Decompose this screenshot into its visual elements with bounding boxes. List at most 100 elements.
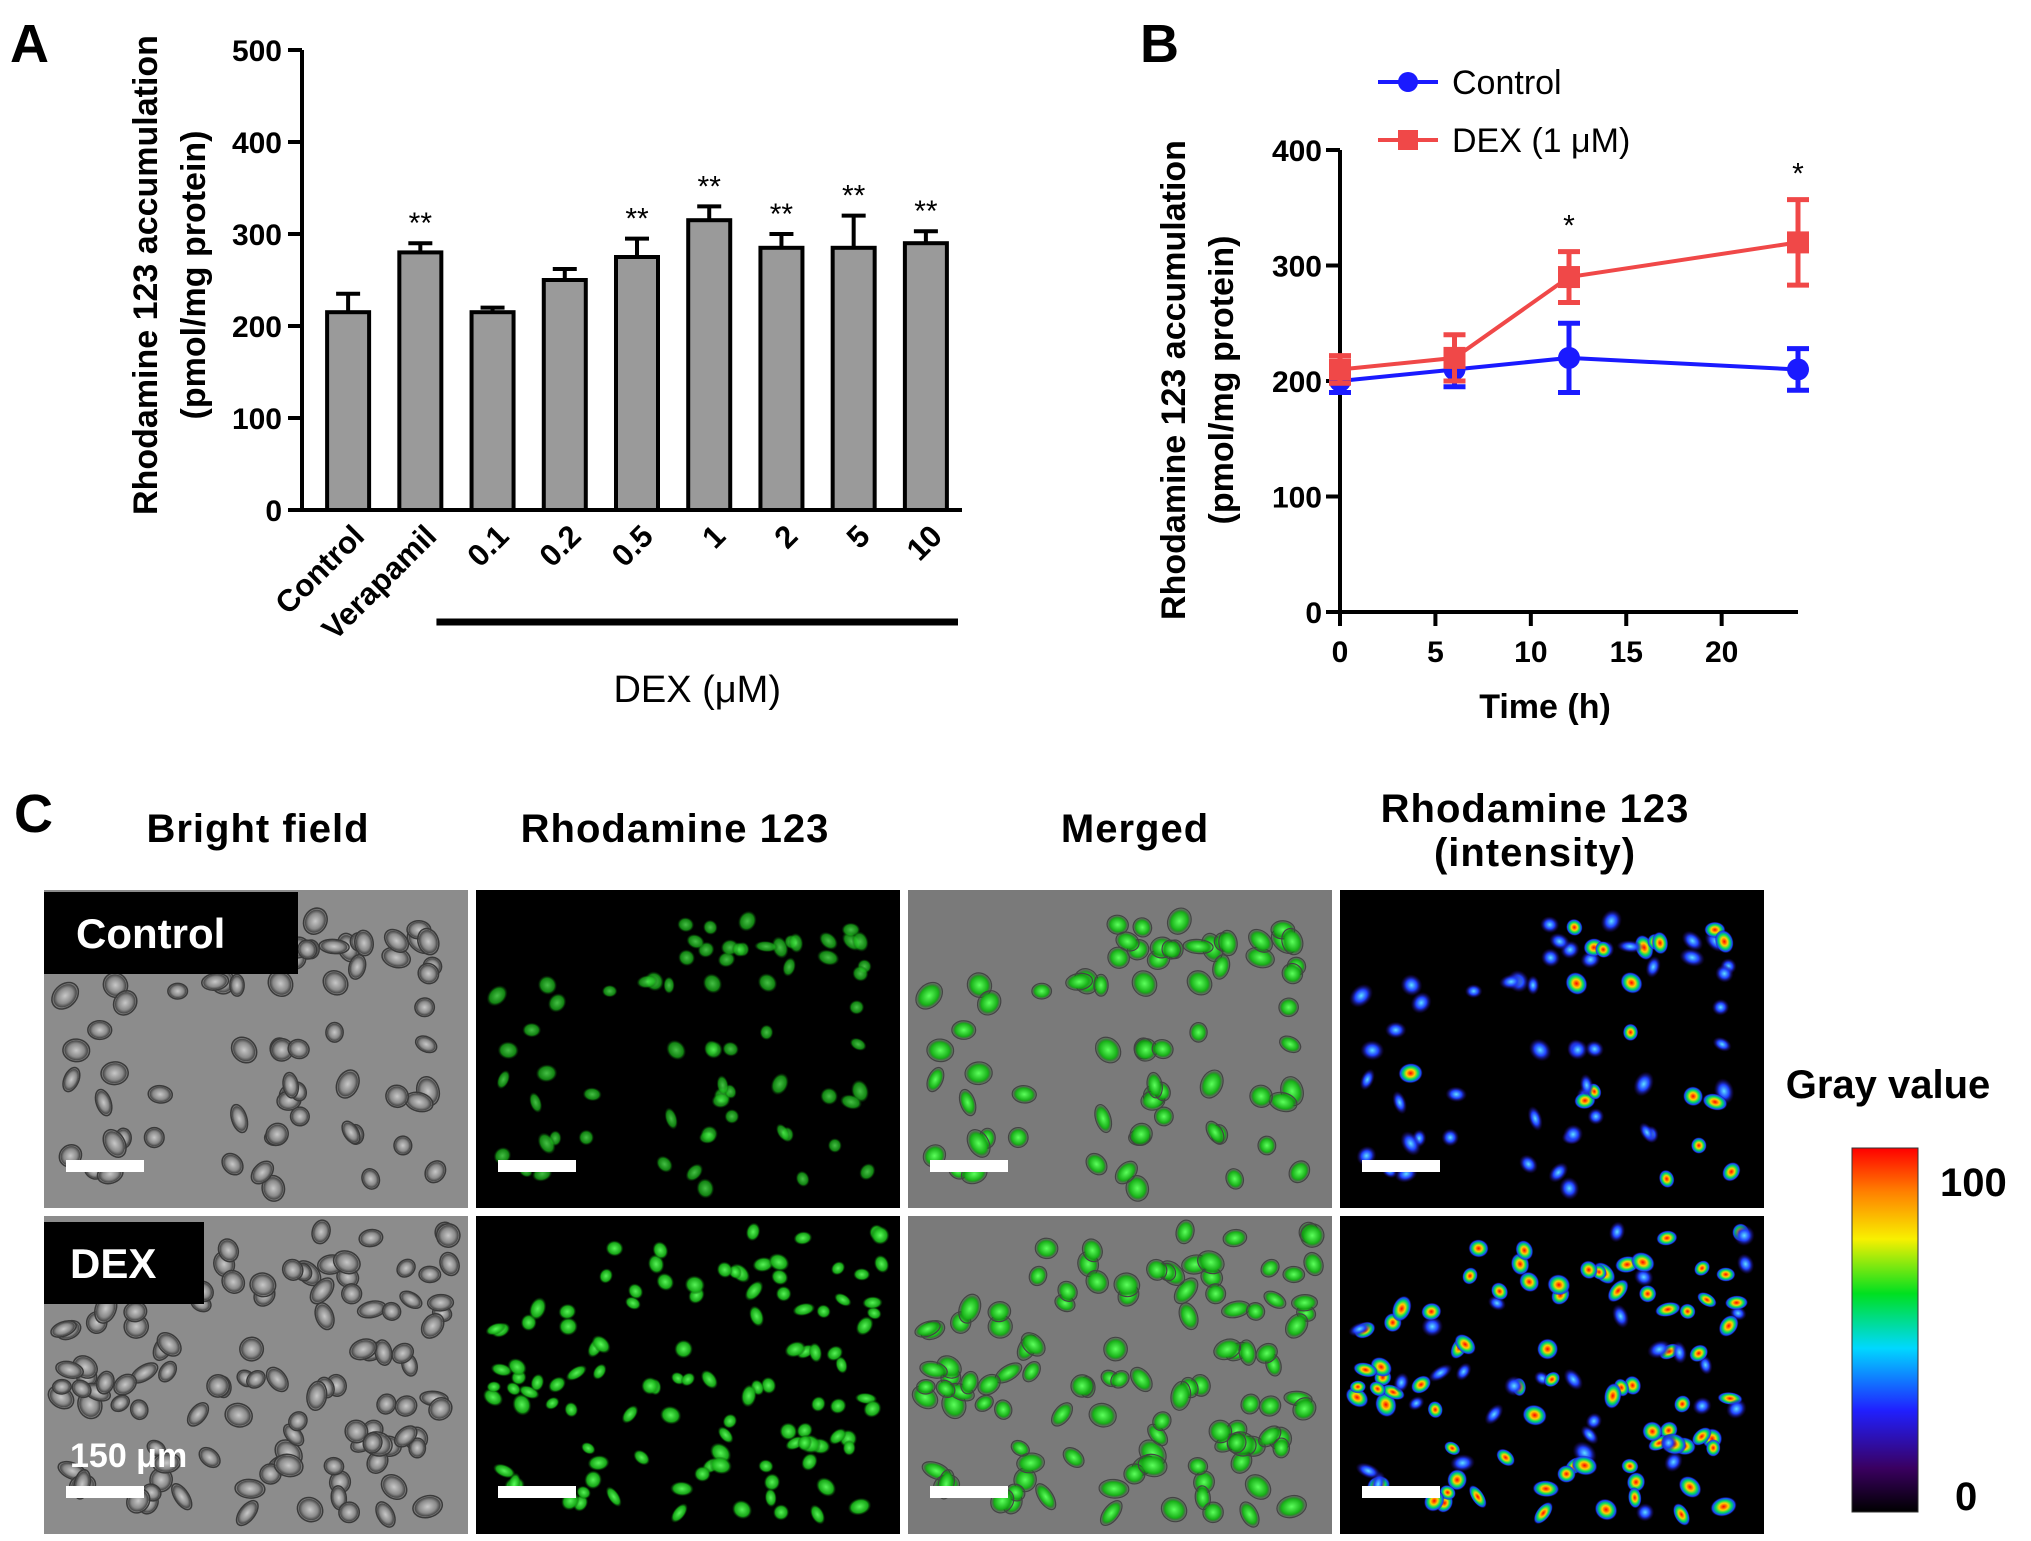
cell [830, 1261, 846, 1276]
cell [605, 1486, 622, 1508]
cell [1392, 1090, 1407, 1115]
cell [656, 1155, 673, 1173]
cell [1031, 982, 1053, 1000]
cell [1580, 1425, 1599, 1445]
cell [1020, 1332, 1046, 1357]
cell [1587, 1108, 1605, 1125]
b-x-tick-label: 15 [1610, 636, 1643, 669]
cell [1085, 1269, 1109, 1294]
cell [1161, 939, 1182, 960]
cell [1635, 1503, 1655, 1522]
cell [1528, 1038, 1552, 1062]
column-title-merged: Merged [1061, 807, 1209, 851]
bar [758, 245, 805, 513]
cell [1011, 1085, 1037, 1104]
cell [666, 1039, 687, 1061]
b-y-tick-label: 0 [1305, 597, 1322, 630]
series-line [1339, 355, 1799, 383]
cell [311, 1219, 331, 1245]
cell [396, 1258, 416, 1278]
cell [1585, 1412, 1603, 1430]
cell [976, 990, 1002, 1016]
cell [482, 1388, 504, 1407]
cell [102, 1128, 127, 1158]
cell [1278, 997, 1299, 1018]
cell [1213, 1338, 1242, 1361]
significance-mark: * [1563, 210, 1575, 243]
cell [1712, 1036, 1732, 1052]
cell [809, 1504, 826, 1525]
cell [1369, 1381, 1386, 1397]
significance-mark: ** [914, 195, 938, 228]
cell [1093, 973, 1109, 997]
panel-b-series: ** [1329, 158, 1809, 396]
cell [1081, 1238, 1103, 1263]
cell [1400, 1131, 1421, 1156]
cell [1585, 1040, 1605, 1058]
cell [537, 1132, 556, 1155]
bar [614, 255, 660, 512]
cell [1445, 1086, 1468, 1103]
cell [1218, 929, 1238, 957]
cell [1062, 1447, 1085, 1468]
panel-c-image-grid [44, 890, 1764, 1534]
cell [1263, 1290, 1287, 1309]
cell [393, 1425, 418, 1448]
cell [362, 1432, 383, 1454]
cell [1170, 1380, 1192, 1411]
cell [1197, 1250, 1225, 1275]
legend-marker [1398, 130, 1418, 150]
cell [1689, 1344, 1709, 1363]
cell [1664, 1451, 1683, 1473]
cell [385, 1084, 410, 1109]
cell [587, 1455, 610, 1471]
a-y-tick-label: 500 [232, 35, 282, 68]
cell [793, 1231, 813, 1245]
data-point [1558, 266, 1580, 289]
cell [848, 999, 865, 1015]
cell [490, 1363, 513, 1377]
cell [249, 1272, 277, 1298]
data-point [1443, 346, 1466, 369]
cell [1679, 948, 1705, 967]
cell [621, 1405, 639, 1424]
cell [1639, 1122, 1655, 1143]
cell [1678, 1475, 1702, 1499]
cell [633, 1449, 650, 1466]
data-point [1787, 231, 1809, 254]
cell [1146, 1071, 1163, 1099]
cell [1257, 1135, 1277, 1156]
cell [1594, 941, 1612, 959]
cell [745, 1222, 761, 1242]
cell [110, 1394, 131, 1413]
cell [754, 940, 779, 953]
cell [1736, 1253, 1755, 1275]
cell [1360, 1040, 1385, 1061]
cell [744, 1280, 764, 1302]
cell [420, 1312, 445, 1339]
cell [435, 1223, 461, 1248]
cell [926, 1066, 945, 1093]
cell [834, 1292, 852, 1307]
cell [376, 1393, 397, 1415]
cell [1245, 1302, 1266, 1321]
cell [1710, 1496, 1737, 1517]
cell [987, 1301, 1012, 1323]
cell [381, 1301, 402, 1321]
series-line [1339, 240, 1799, 372]
cell [217, 1238, 240, 1263]
cell [535, 1064, 558, 1083]
cell [686, 933, 705, 950]
cell [759, 1024, 774, 1041]
cell [801, 1452, 818, 1471]
cell [1566, 918, 1583, 936]
cell [530, 1373, 545, 1392]
scale-bar-label: 150 μm [70, 1437, 187, 1475]
significance-mark: ** [698, 170, 722, 203]
cell [599, 1268, 614, 1284]
cell [1225, 1168, 1245, 1190]
cell [1152, 1411, 1172, 1432]
cell [1292, 1397, 1317, 1421]
cell [1490, 1282, 1509, 1301]
cell [977, 1373, 1001, 1396]
